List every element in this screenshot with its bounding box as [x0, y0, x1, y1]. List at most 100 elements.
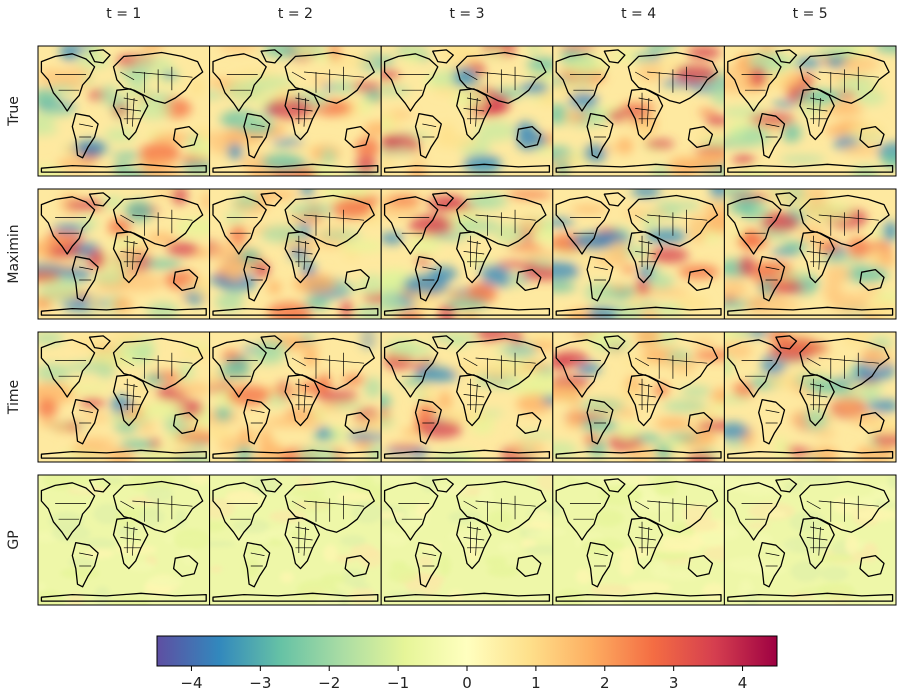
field-anomaly	[834, 398, 862, 415]
coastline	[212, 449, 379, 459]
field-anomaly	[386, 195, 422, 206]
country-border	[634, 357, 650, 367]
coastline	[758, 255, 786, 302]
country-border	[806, 394, 828, 398]
country-border	[463, 537, 485, 541]
field-anomaly	[436, 122, 456, 140]
country-border	[647, 357, 708, 364]
coastline	[172, 125, 199, 149]
field-anomaly	[147, 577, 184, 587]
country-border	[250, 266, 265, 270]
map-panel	[380, 331, 554, 463]
field-anomaly	[738, 477, 783, 496]
field-anomaly	[653, 475, 678, 494]
field-anomaly	[660, 534, 705, 550]
field-anomaly	[846, 237, 871, 259]
map-panel	[380, 188, 554, 320]
field-anomaly	[229, 289, 244, 296]
coastline	[383, 482, 439, 541]
country-border	[250, 552, 265, 556]
field-anomaly	[814, 554, 854, 563]
map-panel	[209, 331, 382, 463]
field-anomaly	[666, 349, 692, 363]
field-anomaly	[292, 274, 337, 294]
field-anomaly	[110, 237, 141, 249]
coastline	[112, 231, 149, 284]
coastline	[603, 478, 626, 493]
country-border	[120, 251, 142, 255]
field-anomaly	[724, 354, 734, 376]
field-anomaly	[114, 423, 138, 433]
country-border	[463, 500, 478, 510]
field-anomaly	[753, 533, 773, 546]
country-border	[634, 214, 650, 224]
country-border	[422, 552, 437, 556]
field-anomaly	[381, 117, 393, 132]
field-anomaly	[702, 582, 725, 600]
coastline	[212, 592, 379, 602]
country-border	[635, 108, 656, 112]
field-anomaly	[625, 581, 672, 595]
field-anomaly	[506, 190, 553, 199]
field-anomaly	[843, 264, 889, 283]
field-anomaly	[174, 382, 210, 396]
coastline	[555, 163, 722, 173]
field-anomaly	[352, 582, 371, 589]
field-anomaly	[781, 241, 810, 252]
field-anomaly	[269, 510, 307, 523]
coastline	[172, 554, 199, 578]
field-anomaly	[498, 542, 520, 553]
field-anomaly	[485, 556, 507, 567]
field-anomaly	[552, 218, 575, 227]
field-anomaly	[418, 419, 463, 439]
country-border	[593, 123, 608, 127]
field-anomaly	[552, 500, 564, 517]
coastline	[603, 335, 626, 350]
field-anomaly	[258, 429, 272, 445]
field-anomaly	[705, 115, 725, 127]
field-anomaly	[837, 76, 878, 94]
field-anomaly	[209, 426, 233, 440]
field-anomaly	[299, 189, 315, 196]
field-anomaly	[552, 528, 566, 536]
field-anomaly	[38, 68, 68, 88]
coastline	[40, 53, 96, 112]
coastline	[414, 541, 442, 588]
country-border	[250, 409, 265, 413]
country-border	[634, 71, 650, 81]
coastline	[383, 449, 551, 459]
field-anomaly	[639, 60, 683, 68]
field-anomaly	[867, 399, 897, 413]
coastline	[383, 196, 439, 255]
field-anomaly	[560, 46, 596, 52]
country-border	[463, 71, 478, 81]
field-anomaly	[449, 589, 464, 604]
field-anomaly	[231, 356, 250, 370]
country-border	[818, 526, 821, 556]
coastline	[555, 339, 611, 398]
field-anomaly	[266, 394, 287, 407]
field-anomaly	[112, 332, 143, 346]
country-border	[818, 214, 879, 221]
field-anomaly	[555, 80, 600, 95]
coastline	[432, 192, 454, 207]
field-anomaly	[414, 153, 427, 160]
field-anomaly	[572, 475, 600, 482]
field-anomaly	[320, 573, 346, 584]
coastline	[758, 112, 786, 159]
field-anomaly	[650, 165, 672, 176]
field-anomaly	[510, 332, 524, 345]
coastline	[727, 339, 782, 398]
country-border	[132, 383, 135, 413]
field-anomaly	[260, 153, 306, 172]
field-anomaly	[737, 231, 769, 250]
coastline	[758, 398, 786, 445]
field-anomaly	[262, 417, 308, 428]
field-anomaly	[526, 368, 553, 391]
field-anomaly	[389, 342, 433, 357]
country-border	[806, 214, 821, 224]
coastline	[344, 554, 370, 578]
field-anomaly	[631, 189, 661, 198]
map-panel	[380, 45, 554, 177]
field-anomaly	[117, 67, 154, 81]
